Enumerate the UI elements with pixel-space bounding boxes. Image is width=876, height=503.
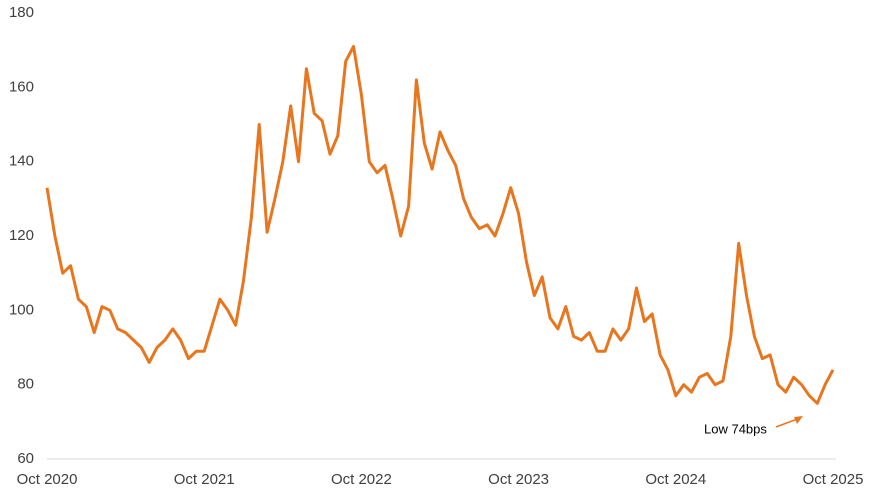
- x-tick-label: Oct 2021: [174, 471, 235, 488]
- arrow-head: [794, 416, 803, 424]
- y-tick-label: 60: [17, 450, 34, 467]
- y-tick-label: 180: [9, 4, 34, 21]
- x-tick-label: Oct 2023: [488, 471, 549, 488]
- annotation: Low 74bps: [704, 421, 767, 436]
- y-tick-label: 120: [9, 227, 34, 244]
- y-tick-label: 100: [9, 301, 34, 318]
- x-tick-label: Oct 2020: [17, 471, 78, 488]
- line-series: [45, 44, 835, 405]
- x-tick-label: Oct 2024: [645, 471, 706, 488]
- y-tick-label: 140: [9, 153, 34, 170]
- x-tick-label: Oct 2025: [803, 471, 864, 488]
- x-tick-label: Oct 2022: [331, 471, 392, 488]
- y-tick-label: 160: [9, 78, 34, 95]
- y-tick-label: 80: [17, 376, 34, 393]
